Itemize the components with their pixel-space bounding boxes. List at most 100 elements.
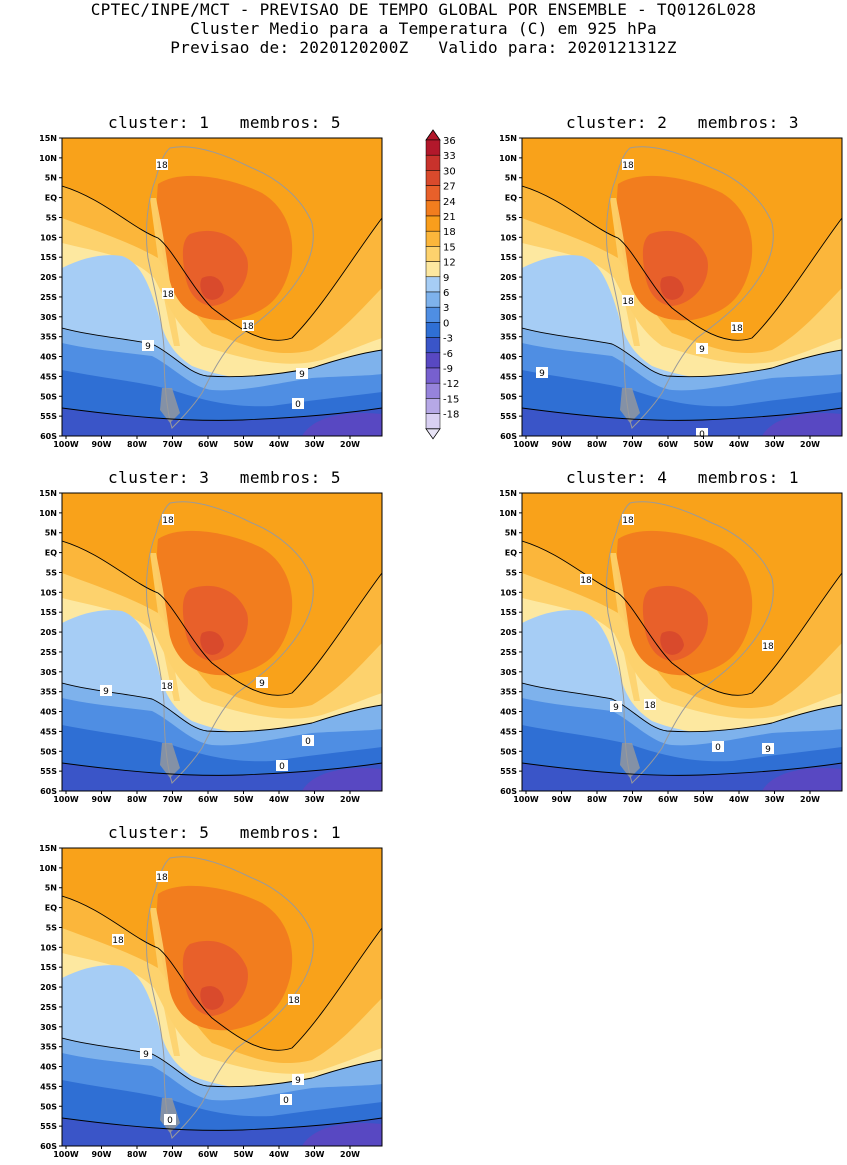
lat-tick-label: 25S [500, 293, 517, 302]
south-america-outline [145, 856, 314, 1139]
map-panel-cluster-5: cluster: 5 membros: 1 18 18 18 9 9 0 0 15N 10N 5N… [0, 820, 420, 1165]
band-minus3-0 [522, 408, 842, 436]
contour-label: 0 [280, 1094, 292, 1106]
plot-area: 181818990015N10N5NEQ5S10S15S20S25S30S35S… [39, 844, 383, 1159]
lat-tick-label: 35S [40, 688, 57, 697]
contour-label: 18 [156, 159, 168, 171]
lat-tick-label: 60S [500, 787, 517, 796]
svg-text:0: 0 [279, 762, 285, 772]
contour-label: 9 [296, 368, 308, 380]
colorbar-swatch [425, 382, 441, 399]
lat-tick-label: 55S [500, 412, 517, 421]
svg-text:18: 18 [162, 516, 174, 526]
andes-ridge [150, 553, 180, 701]
lon-tick-label: 90W [92, 440, 112, 449]
lon-tick-label: 30W [305, 440, 325, 449]
lon-tick-label: 80W [587, 795, 607, 804]
band-minus6-minus3 [302, 412, 382, 436]
lat-tick-label: 5S [46, 568, 58, 577]
lon-tick-label: 100W [53, 440, 79, 449]
colorbar-label: -9 [443, 364, 453, 375]
lon-tick-label: 50W [234, 795, 254, 804]
lon-tick-label: 60W [198, 1150, 218, 1159]
lat-tick-label: 50S [40, 392, 57, 401]
lat-tick-label: 60S [40, 1142, 57, 1151]
lat-tick-label: 40S [500, 708, 517, 717]
lon-tick-label: 70W [163, 1150, 183, 1159]
lat-tick-label: 5N [505, 174, 517, 183]
plot-frame [521, 492, 843, 792]
lat-tick-label: 10S [40, 233, 57, 242]
colorbar-label: 18 [443, 227, 456, 238]
lon-tick-label: 40W [269, 1150, 289, 1159]
svg-text:0: 0 [699, 430, 705, 440]
lat-tick-label: 20S [40, 273, 57, 282]
colorbar-swatch [425, 276, 441, 293]
lat-tick-label: 10N [39, 509, 57, 518]
colorbar-swatch [425, 230, 441, 247]
svg-text:0: 0 [715, 743, 721, 753]
lon-tick-label: 40W [269, 795, 289, 804]
isotherm-0 [522, 762, 842, 776]
map-panel-cluster-3: cluster: 3 membros: 5 18 18 9 9 0 0 15N 10N 5N EQ… [0, 465, 420, 810]
lat-tick-label: 30S [40, 1023, 57, 1032]
lat-tick-label: 45S [40, 727, 57, 736]
lat-tick-label: 15S [40, 608, 57, 617]
lon-tick-label: 90W [552, 795, 572, 804]
band-27-30 [200, 631, 224, 655]
contour-label: 18 [162, 288, 174, 300]
plot-frame [61, 847, 383, 1147]
lat-tick-label: 30S [40, 313, 57, 322]
band-24-27 [182, 230, 248, 306]
lat-tick-label: 5S [506, 213, 518, 222]
panel-title: cluster: 3 membros: 5 [108, 468, 342, 487]
panel-title: cluster: 1 membros: 5 [108, 113, 342, 132]
contour-label: 9 [696, 343, 708, 355]
svg-text:9: 9 [539, 369, 545, 379]
contour-label: 0 [164, 1114, 176, 1126]
svg-text:18: 18 [288, 996, 300, 1006]
svg-text:9: 9 [613, 703, 619, 713]
band-minus3-0 [62, 408, 382, 436]
svg-text:18: 18 [622, 297, 634, 307]
lon-tick-label: 40W [729, 440, 749, 449]
lon-tick-label: 20W [800, 795, 820, 804]
map-panel-cluster-1: cluster: 1 membros: 5 18 18 18 9 9 0 15N 10N 5N E… [0, 110, 420, 455]
lat-tick-label: 15N [39, 134, 57, 143]
lon-tick-label: 70W [623, 795, 643, 804]
lat-tick-label: 35S [40, 333, 57, 342]
map-panel-cluster-2: cluster: 2 membros: 3 18 18 18 9 9 0 15N 10N 5N E… [460, 110, 847, 455]
lat-tick-label: 5N [505, 529, 517, 538]
colorbar-label: -6 [443, 349, 453, 360]
lat-tick-label: 20S [40, 983, 57, 992]
colorbar-label: 33 [443, 151, 456, 162]
lon-tick-label: 70W [163, 795, 183, 804]
contour-label: 9 [100, 685, 112, 697]
contour-label: 18 [622, 159, 634, 171]
lon-tick-label: 60W [198, 440, 218, 449]
lat-tick-label: 55S [40, 1122, 57, 1131]
svg-text:18: 18 [242, 322, 254, 332]
band-minus3-0 [62, 1118, 382, 1146]
lon-tick-label: 60W [658, 440, 678, 449]
andes-ridge [150, 908, 180, 1056]
colorbar-swatch [425, 200, 441, 217]
lat-tick-label: 10S [500, 588, 517, 597]
tierra-del-fuego [160, 743, 180, 778]
south-america-outline [605, 501, 774, 784]
svg-text:9: 9 [299, 370, 305, 380]
lat-tick-label: 45S [500, 372, 517, 381]
band-27-30 [660, 631, 684, 655]
tierra-del-fuego [160, 388, 180, 423]
colorbar-label: 6 [443, 288, 449, 299]
lat-tick-label: 35S [40, 1043, 57, 1052]
isotherm-18 [62, 185, 382, 341]
temperature-fields [522, 493, 842, 791]
andes-ridge [610, 198, 640, 346]
south-america-outline [145, 501, 314, 784]
south-america-outline [605, 146, 774, 429]
lon-tick-label: 30W [765, 795, 785, 804]
svg-text:18: 18 [622, 516, 634, 526]
lat-tick-label: 10N [499, 509, 517, 518]
colorbar-swatch [425, 170, 441, 186]
